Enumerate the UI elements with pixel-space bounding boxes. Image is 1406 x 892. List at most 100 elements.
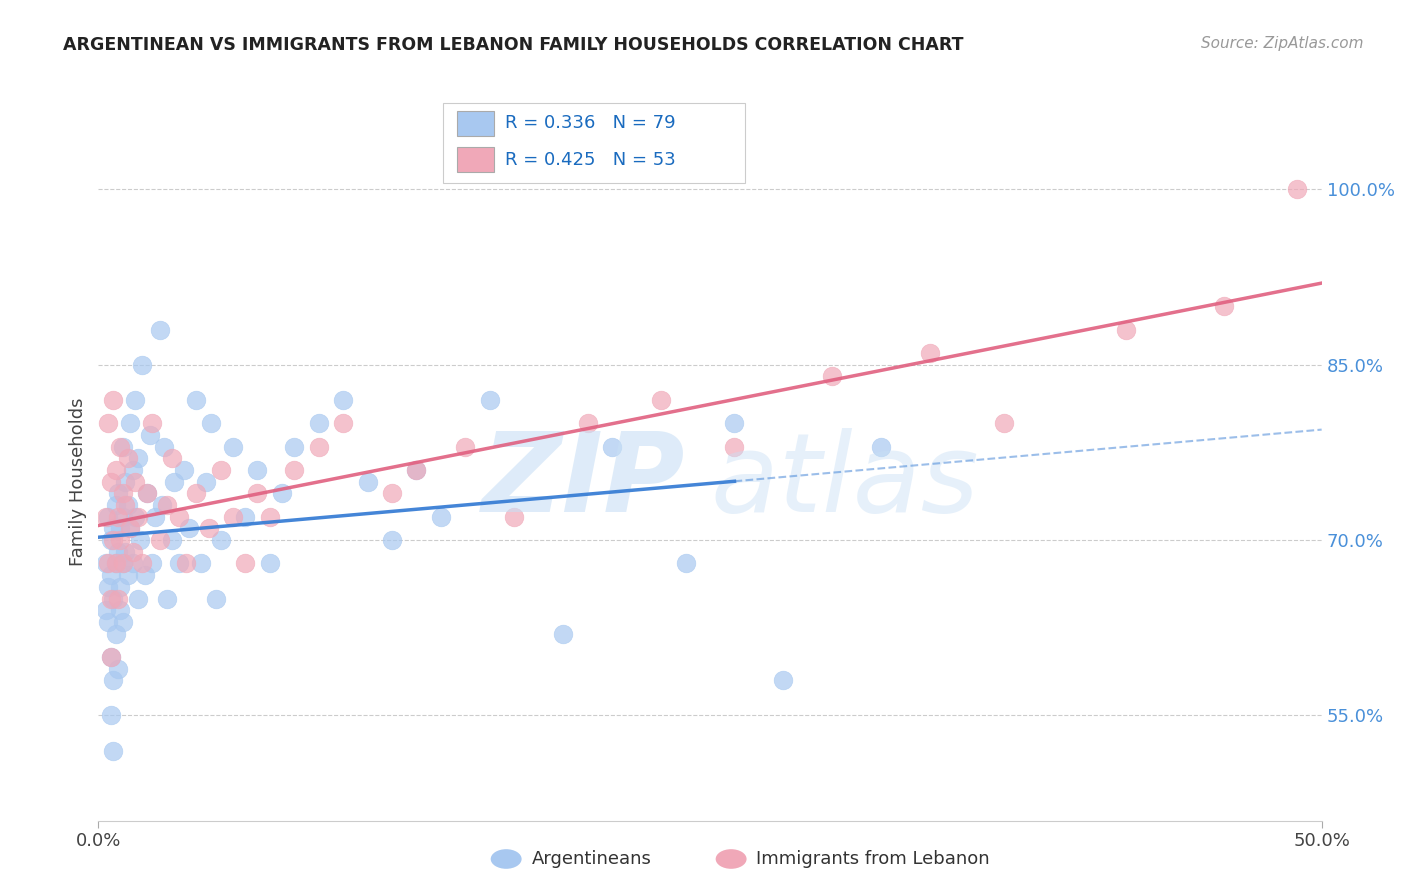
Point (120, 521, 142, 535)
Point (209, 533, 232, 548)
Point (381, 486, 404, 500)
Point (405, 463, 427, 477)
Point (150, 498, 173, 512)
Point (100, 650, 122, 665)
Point (143, 509, 166, 524)
Point (134, 568, 156, 582)
Point (117, 498, 139, 512)
Point (104, 626, 127, 640)
Point (104, 557, 127, 571)
Circle shape (716, 849, 747, 869)
Point (110, 603, 132, 617)
Text: atlas: atlas (710, 428, 979, 535)
Point (114, 545, 136, 559)
Point (121, 463, 143, 477)
Point (131, 358, 153, 372)
Text: Immigrants from Lebanon: Immigrants from Lebanon (756, 850, 990, 868)
Point (100, 708, 122, 723)
Text: R = 0.425   N = 53: R = 0.425 N = 53 (505, 151, 675, 169)
Text: Source: ZipAtlas.com: Source: ZipAtlas.com (1201, 36, 1364, 51)
Point (222, 509, 245, 524)
Point (111, 486, 134, 500)
Y-axis label: Family Households: Family Households (69, 398, 87, 566)
Point (246, 463, 269, 477)
Point (270, 486, 294, 500)
Point (478, 392, 501, 407)
Point (167, 509, 190, 524)
Point (190, 557, 212, 571)
Point (156, 498, 179, 512)
Point (127, 509, 149, 524)
Point (149, 323, 172, 337)
Point (308, 416, 330, 430)
Point (650, 392, 672, 407)
Point (136, 486, 159, 500)
Point (233, 509, 256, 524)
Point (153, 440, 176, 454)
Point (117, 568, 139, 582)
Point (110, 533, 132, 548)
Point (107, 662, 129, 676)
Point (200, 416, 222, 430)
Point (114, 475, 136, 489)
Point (107, 486, 129, 500)
Text: ZIP: ZIP (482, 428, 686, 535)
Point (94, 509, 117, 524)
Point (156, 591, 179, 606)
Point (381, 533, 404, 548)
Point (101, 743, 124, 757)
Point (259, 509, 281, 524)
Point (186, 392, 208, 407)
Point (107, 509, 129, 524)
Point (94, 603, 117, 617)
Point (356, 475, 378, 489)
Point (160, 451, 183, 466)
Point (124, 475, 146, 489)
Point (114, 498, 136, 512)
Point (177, 521, 200, 535)
Point (454, 440, 477, 454)
Point (139, 428, 162, 442)
Point (100, 591, 122, 606)
Point (920, 346, 942, 360)
Point (576, 416, 599, 430)
Point (600, 440, 623, 454)
Point (94, 557, 117, 571)
Point (821, 369, 844, 384)
Point (163, 475, 186, 489)
Point (160, 533, 183, 548)
Point (101, 533, 124, 548)
Point (430, 509, 453, 524)
Point (195, 475, 218, 489)
Point (104, 498, 127, 512)
Point (100, 568, 122, 582)
Point (1286, 182, 1309, 196)
Point (97, 416, 120, 430)
Point (127, 451, 149, 466)
Point (332, 392, 354, 407)
Point (197, 521, 219, 535)
Point (259, 557, 281, 571)
Point (870, 440, 893, 454)
Point (97, 509, 120, 524)
Point (101, 521, 124, 535)
Point (120, 416, 142, 430)
Point (167, 557, 190, 571)
Point (405, 463, 427, 477)
Point (127, 591, 149, 606)
FancyBboxPatch shape (457, 111, 494, 136)
Point (141, 557, 163, 571)
Point (129, 533, 152, 548)
Point (222, 440, 245, 454)
Point (110, 580, 132, 594)
Point (101, 591, 124, 606)
Point (107, 591, 129, 606)
Point (117, 451, 139, 466)
Text: Argentineans: Argentineans (531, 850, 651, 868)
Point (173, 463, 195, 477)
Point (1115, 323, 1137, 337)
Point (121, 557, 143, 571)
Point (332, 416, 354, 430)
Point (110, 521, 132, 535)
Point (110, 440, 132, 454)
